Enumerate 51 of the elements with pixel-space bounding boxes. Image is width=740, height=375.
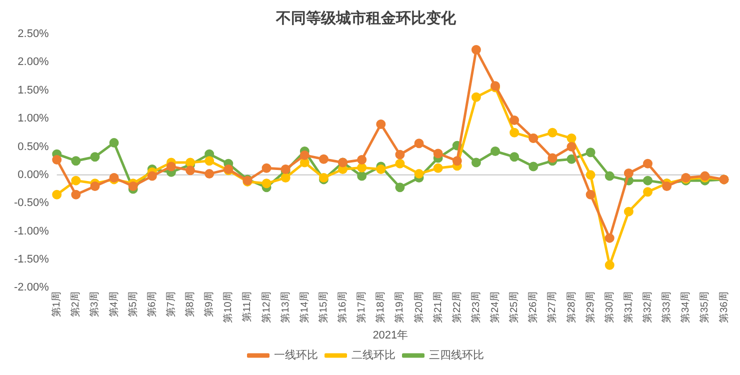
- x-tick-label: 第28周: [565, 292, 578, 323]
- x-tick-label: 第1周: [50, 292, 63, 318]
- x-tick-label: 第29周: [584, 292, 596, 323]
- x-tick-label: 第14周: [298, 292, 310, 323]
- x-tick-label: 第22周: [450, 292, 463, 323]
- x-tick-label: 第16周: [336, 292, 349, 323]
- x-tick-label: 第8周: [184, 292, 196, 318]
- x-tick-label: 第35周: [698, 292, 711, 323]
- x-tick-label: 第9周: [203, 292, 216, 318]
- x-tick-label: 第25周: [508, 292, 520, 323]
- y-tick-label: 0.00%: [18, 168, 50, 181]
- x-tick-label: 第34周: [680, 292, 692, 323]
- x-tick-label: 第30周: [603, 292, 616, 323]
- x-tick-label: 第36周: [718, 292, 730, 323]
- chart-title: 不同等级城市租金环比变化: [275, 9, 457, 28]
- x-tick-label: 第7周: [164, 292, 177, 318]
- x-tick-label: 第3周: [88, 292, 101, 318]
- x-tick-label: 第19周: [394, 292, 406, 323]
- x-tick-label: 第21周: [432, 292, 444, 323]
- x-tick-label: 第31周: [622, 292, 634, 323]
- y-tick-label: -2.00%: [14, 282, 50, 294]
- y-tick-label: 2.50%: [18, 28, 50, 40]
- x-tick-label: 第6周: [146, 292, 158, 318]
- x-tick-label: 第17周: [356, 292, 368, 323]
- y-tick-label: -1.50%: [14, 254, 50, 266]
- x-axis-title: 2021年: [372, 329, 408, 342]
- x-tick-label: 第2周: [70, 292, 82, 318]
- x-tick-label: 第24周: [489, 292, 502, 323]
- x-tick-label: 第33周: [660, 292, 673, 323]
- x-tick-label: 第18周: [374, 292, 387, 323]
- x-tick-label: 第23周: [470, 292, 482, 323]
- x-tick-label: 第26周: [527, 292, 540, 323]
- legend-label: 二线环比: [351, 348, 396, 362]
- x-tick-label: 第11周: [241, 292, 254, 322]
- y-tick-label: -0.50%: [14, 197, 50, 210]
- x-tick-label: 第4周: [108, 292, 120, 318]
- legend-label: 一线环比: [274, 348, 318, 362]
- y-tick-label: 1.00%: [18, 112, 50, 125]
- x-tick-label: 第27周: [546, 292, 558, 323]
- y-tick-label: 2.00%: [18, 56, 50, 68]
- y-tick-label: 0.50%: [18, 140, 50, 153]
- x-tick-label: 第15周: [317, 292, 330, 323]
- y-tick-label: -1.00%: [14, 225, 50, 238]
- x-tick-label: 第20周: [412, 292, 425, 323]
- legend-label: 三四线环比: [428, 348, 484, 362]
- x-tick-label: 第32周: [642, 292, 654, 323]
- x-tick-label: 第12周: [260, 292, 272, 323]
- x-tick-label: 第13周: [279, 292, 292, 323]
- x-tick-label: 第10周: [222, 292, 234, 323]
- x-tick-label: 第5周: [126, 292, 139, 318]
- y-tick-label: 1.50%: [18, 84, 50, 96]
